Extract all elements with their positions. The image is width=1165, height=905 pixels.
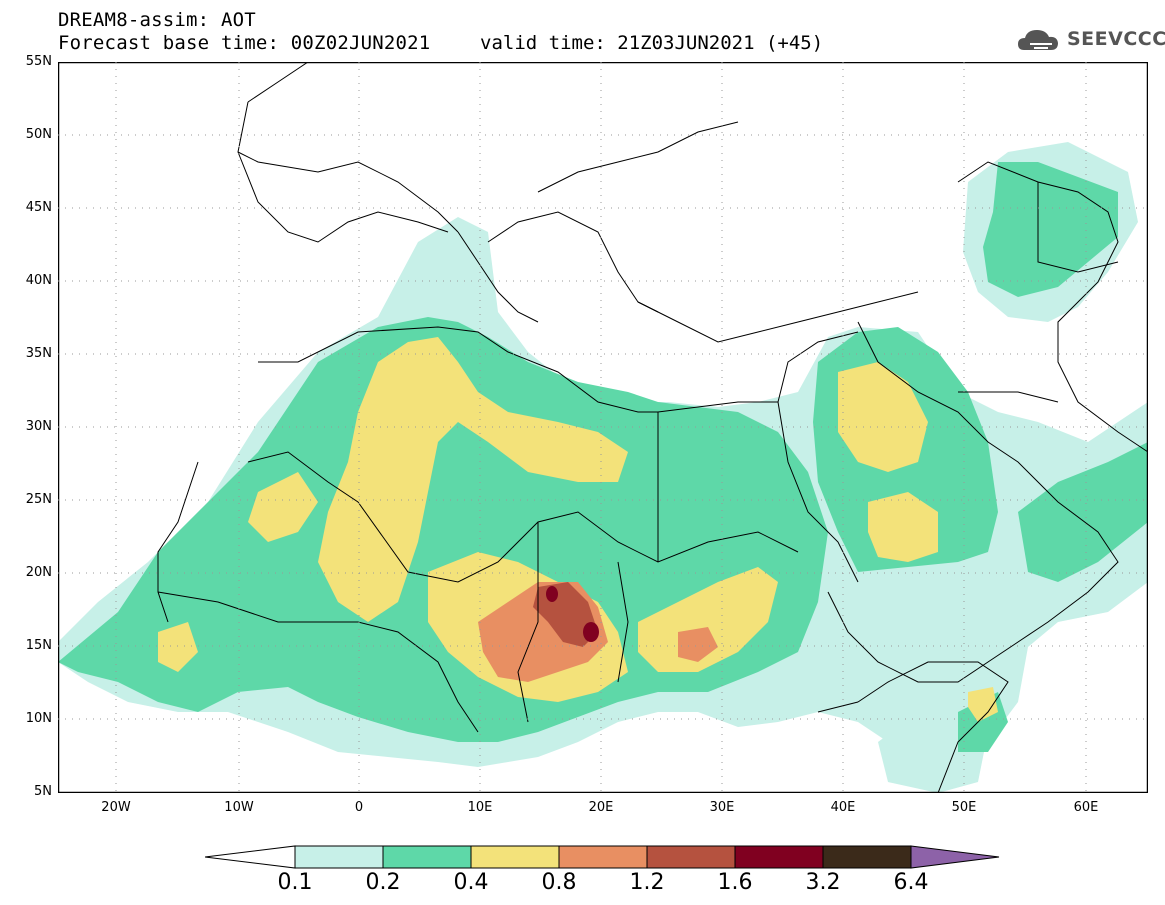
colorbar bbox=[205, 845, 1000, 869]
lat-label: 40N bbox=[25, 273, 52, 288]
valid-time: valid time: 21Z03JUN2021 (+45) bbox=[480, 32, 824, 54]
forecast-base-time: Forecast base time: 00Z02JUN2021 bbox=[58, 32, 431, 54]
colorbar-label: 0.1 bbox=[277, 870, 313, 895]
lat-label: 15N bbox=[25, 638, 52, 653]
colorbar-swatch bbox=[470, 845, 560, 869]
colorbar-label: 1.6 bbox=[717, 870, 753, 895]
colorbar-label: 0.4 bbox=[453, 870, 489, 895]
colorbar-label: 0.2 bbox=[365, 870, 401, 895]
colorbar-swatch bbox=[382, 845, 472, 869]
lon-label: 50E bbox=[951, 800, 977, 815]
lat-label: 30N bbox=[25, 419, 52, 434]
lat-label: 50N bbox=[25, 127, 52, 142]
map-title: DREAM8-assim: AOT bbox=[58, 9, 256, 31]
colorbar-label: 0.8 bbox=[541, 870, 577, 895]
lat-label: 5N bbox=[34, 784, 52, 799]
colorbar-label: 3.2 bbox=[805, 870, 841, 895]
colorbar-swatch bbox=[294, 845, 384, 869]
logo-text: SEEVCCC bbox=[1067, 28, 1165, 50]
colorbar-label: 1.2 bbox=[629, 870, 665, 895]
lon-label: 10W bbox=[224, 800, 254, 815]
cloud-logo-icon bbox=[1018, 30, 1058, 50]
lon-label: 60E bbox=[1073, 800, 1099, 815]
lat-label: 10N bbox=[25, 711, 52, 726]
lat-label: 45N bbox=[25, 200, 52, 215]
coastlines bbox=[157, 62, 1148, 793]
aot-map bbox=[58, 62, 1148, 793]
colorbar-label: 6.4 bbox=[893, 870, 929, 895]
colorbar-swatch bbox=[558, 845, 648, 869]
colorbar-swatch bbox=[734, 845, 824, 869]
colorbar-swatch bbox=[822, 845, 912, 869]
lat-label: 55N bbox=[25, 54, 52, 69]
lat-label: 35N bbox=[25, 346, 52, 361]
aot-level-1.6 bbox=[546, 586, 599, 642]
lat-label: 20N bbox=[25, 565, 52, 580]
graticule bbox=[58, 62, 1148, 793]
lon-label: 40E bbox=[830, 800, 856, 815]
lon-label: 30E bbox=[709, 800, 735, 815]
lat-label: 25N bbox=[25, 492, 52, 507]
lon-label: 20W bbox=[101, 800, 131, 815]
colorbar-swatch bbox=[646, 845, 736, 869]
lon-label: 10E bbox=[467, 800, 493, 815]
lon-label: 0 bbox=[354, 800, 364, 815]
lon-label: 20E bbox=[588, 800, 614, 815]
